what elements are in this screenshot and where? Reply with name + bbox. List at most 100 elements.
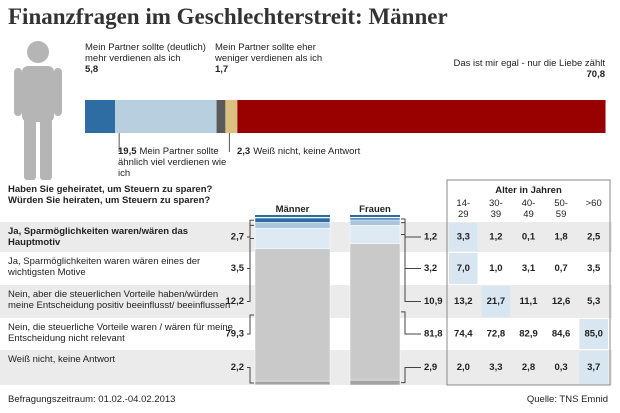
column-header: 50- 59 [545,198,578,220]
column-header-line: >60 [585,198,602,209]
column-header: Männer [275,204,310,215]
highlight-cell [449,253,478,284]
question-line: Haben Sie geheiratet, um Steuern zu spar… [8,184,213,195]
highlight-cell [449,223,478,251]
value-label: 10,9 [424,296,443,307]
column-header-line: 14- [456,198,471,209]
segment-label: Das ist mir egal - nur die Liebe zählt 70… [405,58,605,80]
label-connector [401,311,421,335]
table-cell: 72,8 [487,329,506,340]
column-header-line: 50- [554,198,568,209]
value-label: 2,9 [424,362,437,373]
legend-label: Das ist mir egal - nur die Liebe zählt [453,58,605,69]
row-label: Weiß nicht, keine Antwort [8,354,116,365]
segment-label: Mein Partner sollte (deutlich) mehr verd… [85,42,215,75]
table-cell: 3,3 [457,232,470,243]
table-cell: 1,0 [489,263,502,274]
table-cell: 13,2 [454,296,473,307]
label-connector [401,367,421,384]
bar-segment [85,100,116,133]
table-cell: 1,8 [554,232,567,243]
column-segment [254,248,331,382]
segment-label: 2,3 Weiß nicht, keine Antwort [237,146,387,157]
label-connector [247,367,254,384]
column-segment [349,217,401,221]
value-label: 12,2 [226,296,245,307]
value-label: 1,7 [215,64,229,75]
table-cell: 12,6 [552,296,571,307]
table-cell: 0,7 [554,263,567,274]
highlight-cell [579,351,608,384]
column-segment [349,219,401,226]
table-cell: 3,1 [522,263,536,274]
table-cell: 5,3 [587,296,600,307]
bar-segment [225,100,238,133]
table-cell: 0,1 [522,232,536,243]
legend-label: Mein Partner sollte (deutlich) mehr verd… [85,42,206,64]
column-header: Frauen [359,204,391,215]
table-cell: 2,0 [457,362,470,373]
value-label: 3,5 [231,263,245,274]
column-segment [349,379,401,386]
value-label: 19,5 [118,146,137,157]
column-header-line: 40- [521,198,536,209]
table-cell: 2,8 [522,362,535,373]
value-label: 81,8 [424,329,443,340]
value-label: 2,3 [237,146,251,157]
column-segment [254,217,331,223]
column-segment [254,228,331,249]
bar-segment [115,100,217,133]
table-cell: 3,7 [587,362,600,373]
label-connector [401,233,421,302]
value-label: 2,7 [231,232,244,243]
column-header-line: 49 [523,209,534,220]
column-header-line: 59 [555,209,567,220]
question: Haben Sie geheiratet, um Steuern zu spar… [8,184,268,206]
column-segment [349,243,401,381]
table-cell: 0,3 [554,362,567,373]
table-cell: 11,1 [520,296,539,307]
question-line: Würden Sie heiraten, um Steuern zu spare… [8,195,211,206]
column-header: 14- 29 [447,198,480,220]
column-segment [254,222,331,229]
value-label: 3,2 [424,263,437,274]
segment-label: 19,5 Mein Partner sollte ähnlich viel ver… [118,146,228,179]
column-header-line: 29 [458,209,469,220]
value-label: 1,2 [424,232,437,243]
table-frame [446,179,611,386]
value-label: 70,8 [586,69,606,80]
table-cell: 82,9 [519,329,538,340]
row-label: Ja, Sparmöglichkeiten waren wären eines … [8,256,201,278]
person-icon [14,41,62,180]
bar-segment [216,100,226,133]
table-cell: 85,0 [584,329,603,340]
column-segment [349,225,401,244]
survey-period: Befragungszeitraum: 01.02.-04.02.2013 [8,394,176,405]
table-cell: 1,2 [489,232,502,243]
table-cell: 3,5 [587,263,601,274]
column-segment [254,380,331,386]
column-header-line: 39 [490,209,502,220]
value-label: 5,8 [85,64,99,75]
value-label: 2,2 [231,362,244,373]
table-cell: 21,7 [487,296,506,307]
source: Quelle: TNS Emnid [526,394,608,405]
table-cell: 74,4 [454,329,473,340]
legend-label: Mein Partner sollte eher weniger verdien… [215,42,323,64]
legend-label: Weiß nicht, keine Antwort [253,146,361,157]
table-cell: 7,0 [457,263,470,274]
bar-segment [237,100,606,133]
row-label: Ja, Sparmöglichkeiten waren/wären das Ha… [8,226,189,248]
label-connector [247,238,254,302]
table-cell: 3,3 [489,362,502,373]
title: Finanzfragen im Geschlechterstreit: Männ… [8,4,448,29]
column-header: >60 [577,198,610,209]
column-header: 40- 49 [512,198,545,220]
highlight-cell [481,286,511,317]
value-label: 79,3 [226,329,245,340]
table-title: Alter in Jahren [495,185,562,196]
segment-label: Mein Partner sollte eher weniger verdien… [215,42,335,75]
column-header-line: 30- [489,198,503,209]
